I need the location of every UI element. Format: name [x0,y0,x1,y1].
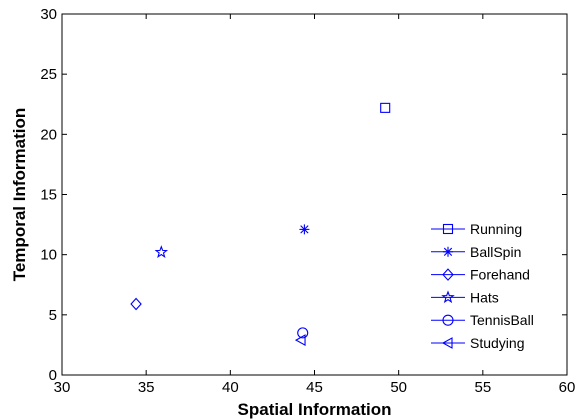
plot-area [61,13,568,376]
legend-marker-ballspin [443,246,453,257]
y-tick-label: 10 [40,247,57,264]
y-tick-label: 30 [40,6,57,23]
legend-marker-tennisball [442,314,454,326]
y-tick-label: 25 [40,66,57,83]
legend: Running BallSpin Forehand Hats TennisBall Stu… [431,221,534,351]
x-tick-label: 60 [559,379,576,396]
marker-tennisball [297,327,309,339]
legend-entry-ballspin: BallSpin [431,244,521,260]
x-tick-label: 30 [54,379,71,396]
legend-marker-hats [441,290,455,304]
x-tick-label: 55 [474,379,491,396]
axis-ticks: 30 35 40 45 50 55 60 0 5 10 15 20 25 30 [40,6,575,396]
legend-entry-tennisball: TennisBall [431,312,534,328]
y-tick-label: 0 [49,367,57,384]
legend-label: Studying [470,335,524,351]
legend-marker-running [442,223,454,235]
legend-entry-forehand: Forehand [431,267,530,283]
x-tick-label: 45 [306,379,323,396]
y-tick-label: 20 [40,126,57,143]
marker-studying [294,334,306,347]
legend-label: Running [470,221,522,237]
marker-ballspin [299,224,310,235]
legend-label: Hats [470,289,499,305]
legend-label: TennisBall [470,312,534,328]
legend-entry-studying: Studying [431,335,524,351]
legend-marker-forehand [442,268,454,281]
legend-entry-hats: Hats [431,289,499,305]
legend-entry-running: Running [431,221,522,237]
y-axis-title: Temporal Information [10,108,29,281]
data-markers [130,102,391,347]
legend-label: Forehand [470,267,530,283]
legend-label: BallSpin [470,244,521,260]
x-tick-label: 50 [390,379,407,396]
marker-forehand [130,297,142,311]
y-tick-label: 5 [49,307,57,324]
marker-hats [154,245,169,258]
x-tick-label: 35 [138,379,155,396]
legend-marker-studying [441,337,453,349]
x-tick-label: 40 [222,379,239,396]
marker-running [380,102,391,113]
y-tick-label: 15 [40,187,57,204]
x-axis-title: Spatial Information [238,400,392,419]
